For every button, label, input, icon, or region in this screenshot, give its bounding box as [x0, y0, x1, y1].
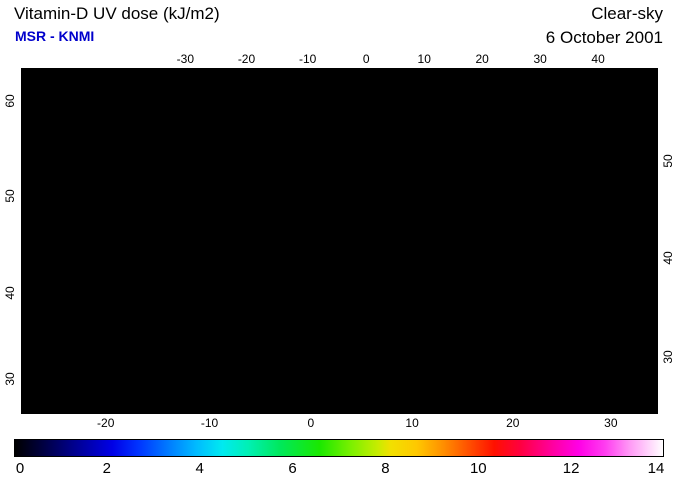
axis-top-tick-0: 0 [362, 52, 370, 66]
axis-top-tick-10: 10 [417, 52, 431, 66]
axis-right-tick-50: 50 [661, 154, 675, 169]
axis-top-tick-30: 30 [533, 52, 547, 66]
axis-left-tick-60: 60 [3, 94, 17, 108]
source-label: MSR - KNMI [15, 28, 95, 44]
axis-left-tick-30: 30 [3, 372, 17, 387]
colorbar-tick-10: 10 [469, 460, 487, 477]
map-plot [21, 68, 658, 414]
colorbar-tick-2: 2 [102, 460, 112, 477]
axis-bottom-tick-10: 10 [405, 416, 419, 430]
colorbar-tick-4: 4 [195, 460, 204, 477]
colorbar-tick-6: 6 [288, 460, 297, 477]
page-title: Vitamin-D UV dose (kJ/m2) [14, 4, 220, 23]
plot-border [21, 68, 658, 414]
date-label: 6 October 2001 [545, 28, 663, 47]
axis-bottom-tick--20: -20 [97, 416, 115, 430]
axis-left-tick-40: 40 [3, 286, 17, 300]
axis-top-tick--30: -30 [176, 52, 195, 66]
axis-right-tick-40: 40 [661, 251, 675, 265]
colorbar [14, 439, 664, 457]
axis-top-tick-20: 20 [475, 52, 489, 66]
axis-top-tick-40: 40 [591, 52, 605, 66]
colorbar-tick-0: 0 [15, 460, 25, 477]
condition-label: Clear-sky [591, 4, 663, 23]
colorbar-tick-14: 14 [647, 460, 665, 477]
colorbar-tick-12: 12 [562, 460, 580, 477]
axis-bottom-tick-30: 30 [604, 416, 618, 430]
axis-bottom-tick-20: 20 [506, 416, 520, 430]
axis-top-tick--10: -10 [298, 52, 317, 66]
axis-right-tick-30: 30 [661, 350, 675, 364]
colorbar-gradient [14, 439, 664, 457]
colorbar-tick-8: 8 [381, 460, 390, 477]
axis-bottom-tick--10: -10 [200, 416, 219, 430]
axis-bottom-tick-0: 0 [307, 416, 315, 430]
axis-top-tick--20: -20 [237, 52, 256, 66]
axis-left-tick-50: 50 [3, 189, 17, 203]
